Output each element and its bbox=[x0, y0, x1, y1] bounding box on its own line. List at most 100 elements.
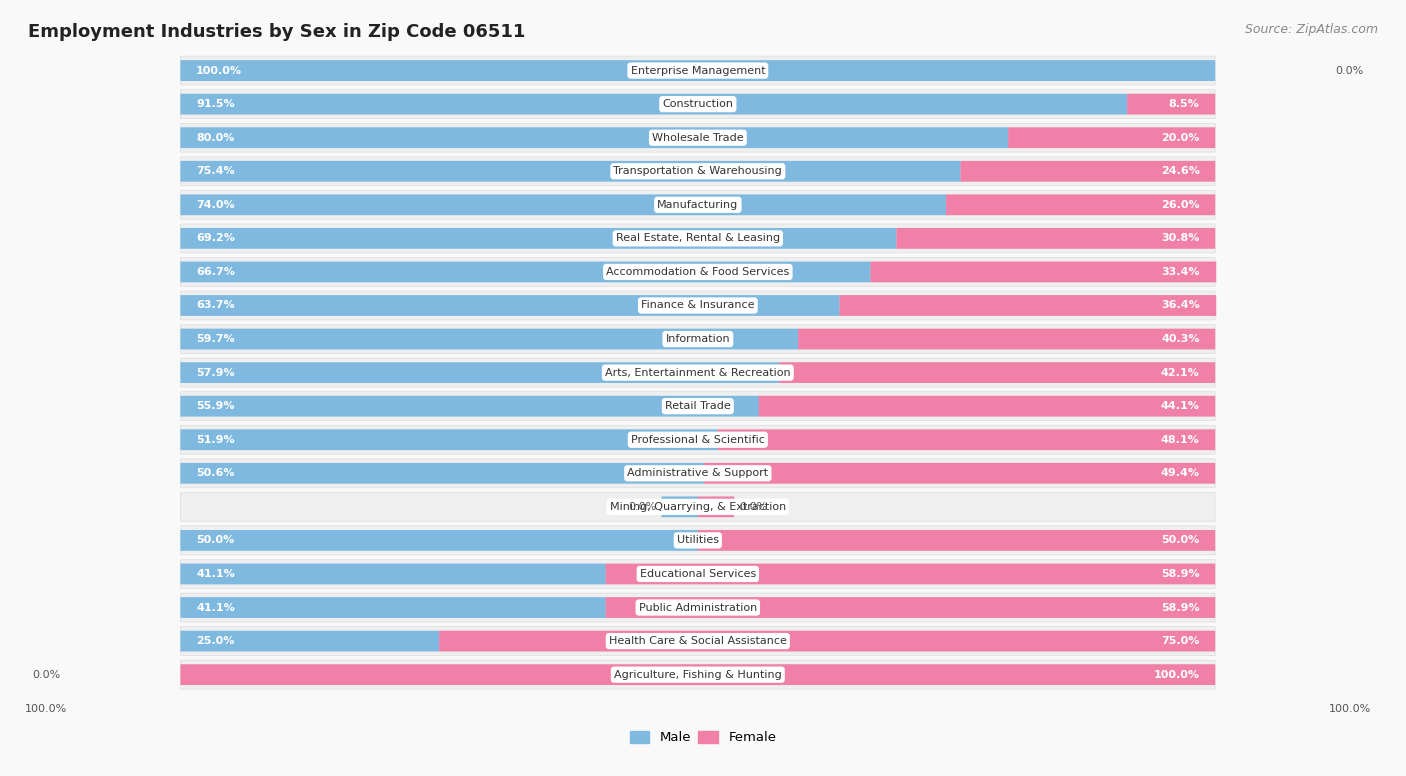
FancyBboxPatch shape bbox=[839, 295, 1216, 316]
FancyBboxPatch shape bbox=[180, 123, 1215, 152]
Text: 0.0%: 0.0% bbox=[32, 670, 60, 680]
FancyBboxPatch shape bbox=[180, 563, 606, 584]
Text: Manufacturing: Manufacturing bbox=[657, 199, 738, 210]
Text: 33.4%: 33.4% bbox=[1161, 267, 1199, 277]
FancyBboxPatch shape bbox=[180, 526, 1215, 555]
FancyBboxPatch shape bbox=[661, 497, 697, 518]
Text: 0.0%: 0.0% bbox=[628, 502, 657, 512]
Text: 75.4%: 75.4% bbox=[195, 166, 235, 176]
Text: 91.5%: 91.5% bbox=[195, 99, 235, 109]
Text: Source: ZipAtlas.com: Source: ZipAtlas.com bbox=[1244, 23, 1378, 36]
FancyBboxPatch shape bbox=[180, 459, 1215, 488]
Text: Retail Trade: Retail Trade bbox=[665, 401, 731, 411]
Text: 41.1%: 41.1% bbox=[195, 569, 235, 579]
FancyBboxPatch shape bbox=[180, 329, 799, 349]
Text: 100.0%: 100.0% bbox=[1329, 704, 1371, 714]
Text: 63.7%: 63.7% bbox=[195, 300, 235, 310]
Text: 69.2%: 69.2% bbox=[195, 234, 235, 244]
Text: Wholesale Trade: Wholesale Trade bbox=[652, 133, 744, 143]
Text: 26.0%: 26.0% bbox=[1161, 199, 1199, 210]
Legend: Male, Female: Male, Female bbox=[624, 726, 782, 750]
Text: 50.0%: 50.0% bbox=[1161, 535, 1199, 546]
FancyBboxPatch shape bbox=[180, 291, 1215, 320]
FancyBboxPatch shape bbox=[180, 228, 897, 249]
FancyBboxPatch shape bbox=[946, 195, 1215, 215]
Text: Public Administration: Public Administration bbox=[638, 602, 756, 612]
Text: 8.5%: 8.5% bbox=[1168, 99, 1199, 109]
FancyBboxPatch shape bbox=[180, 94, 1128, 115]
FancyBboxPatch shape bbox=[960, 161, 1215, 182]
Text: 24.6%: 24.6% bbox=[1161, 166, 1199, 176]
Text: 40.3%: 40.3% bbox=[1161, 334, 1199, 344]
Text: 41.1%: 41.1% bbox=[195, 602, 235, 612]
Text: Agriculture, Fishing & Hunting: Agriculture, Fishing & Hunting bbox=[614, 670, 782, 680]
Text: 20.0%: 20.0% bbox=[1161, 133, 1199, 143]
FancyBboxPatch shape bbox=[697, 530, 1215, 551]
FancyBboxPatch shape bbox=[180, 429, 717, 450]
Text: 50.0%: 50.0% bbox=[195, 535, 235, 546]
Text: Professional & Scientific: Professional & Scientific bbox=[631, 435, 765, 445]
FancyBboxPatch shape bbox=[759, 396, 1215, 417]
FancyBboxPatch shape bbox=[606, 597, 1215, 618]
Text: 0.0%: 0.0% bbox=[1336, 66, 1364, 75]
Text: 0.0%: 0.0% bbox=[740, 502, 768, 512]
FancyBboxPatch shape bbox=[180, 295, 839, 316]
Text: Employment Industries by Sex in Zip Code 06511: Employment Industries by Sex in Zip Code… bbox=[28, 23, 526, 41]
Text: 42.1%: 42.1% bbox=[1161, 368, 1199, 378]
Text: Utilities: Utilities bbox=[676, 535, 718, 546]
Text: 75.0%: 75.0% bbox=[1161, 636, 1199, 646]
Text: Health Care & Social Assistance: Health Care & Social Assistance bbox=[609, 636, 787, 646]
Text: 80.0%: 80.0% bbox=[195, 133, 235, 143]
FancyBboxPatch shape bbox=[180, 597, 606, 618]
FancyBboxPatch shape bbox=[439, 631, 1215, 652]
Text: Mining, Quarrying, & Extraction: Mining, Quarrying, & Extraction bbox=[610, 502, 786, 512]
FancyBboxPatch shape bbox=[180, 392, 1215, 421]
Text: 100.0%: 100.0% bbox=[195, 66, 242, 75]
FancyBboxPatch shape bbox=[180, 425, 1215, 454]
Text: 44.1%: 44.1% bbox=[1161, 401, 1199, 411]
FancyBboxPatch shape bbox=[180, 664, 1215, 685]
FancyBboxPatch shape bbox=[180, 56, 1215, 85]
FancyBboxPatch shape bbox=[180, 463, 704, 483]
Text: 30.8%: 30.8% bbox=[1161, 234, 1199, 244]
FancyBboxPatch shape bbox=[180, 660, 1215, 689]
Text: 36.4%: 36.4% bbox=[1161, 300, 1199, 310]
FancyBboxPatch shape bbox=[606, 563, 1215, 584]
Text: 57.9%: 57.9% bbox=[195, 368, 235, 378]
Text: Educational Services: Educational Services bbox=[640, 569, 756, 579]
Text: Information: Information bbox=[665, 334, 730, 344]
FancyBboxPatch shape bbox=[180, 631, 439, 652]
FancyBboxPatch shape bbox=[180, 195, 946, 215]
Text: 55.9%: 55.9% bbox=[195, 401, 235, 411]
Text: Arts, Entertainment & Recreation: Arts, Entertainment & Recreation bbox=[605, 368, 790, 378]
FancyBboxPatch shape bbox=[1008, 127, 1215, 148]
FancyBboxPatch shape bbox=[180, 190, 1215, 220]
FancyBboxPatch shape bbox=[180, 530, 697, 551]
FancyBboxPatch shape bbox=[180, 258, 1215, 286]
Text: 58.9%: 58.9% bbox=[1161, 602, 1199, 612]
FancyBboxPatch shape bbox=[180, 593, 1215, 622]
Text: 59.7%: 59.7% bbox=[195, 334, 235, 344]
Text: 58.9%: 58.9% bbox=[1161, 569, 1199, 579]
FancyBboxPatch shape bbox=[180, 396, 759, 417]
Text: 51.9%: 51.9% bbox=[195, 435, 235, 445]
FancyBboxPatch shape bbox=[180, 493, 1215, 521]
FancyBboxPatch shape bbox=[897, 228, 1215, 249]
Text: Enterprise Management: Enterprise Management bbox=[630, 66, 765, 75]
FancyBboxPatch shape bbox=[180, 359, 1215, 387]
FancyBboxPatch shape bbox=[180, 262, 870, 282]
Text: Administrative & Support: Administrative & Support bbox=[627, 468, 769, 478]
FancyBboxPatch shape bbox=[180, 161, 960, 182]
Text: Real Estate, Rental & Leasing: Real Estate, Rental & Leasing bbox=[616, 234, 780, 244]
FancyBboxPatch shape bbox=[180, 61, 1215, 81]
FancyBboxPatch shape bbox=[717, 429, 1215, 450]
FancyBboxPatch shape bbox=[704, 463, 1215, 483]
Text: 50.6%: 50.6% bbox=[195, 468, 235, 478]
FancyBboxPatch shape bbox=[870, 262, 1216, 282]
Text: Accommodation & Food Services: Accommodation & Food Services bbox=[606, 267, 789, 277]
FancyBboxPatch shape bbox=[180, 157, 1215, 185]
Text: 100.0%: 100.0% bbox=[1153, 670, 1199, 680]
Text: 48.1%: 48.1% bbox=[1161, 435, 1199, 445]
Text: 100.0%: 100.0% bbox=[25, 704, 67, 714]
FancyBboxPatch shape bbox=[779, 362, 1215, 383]
